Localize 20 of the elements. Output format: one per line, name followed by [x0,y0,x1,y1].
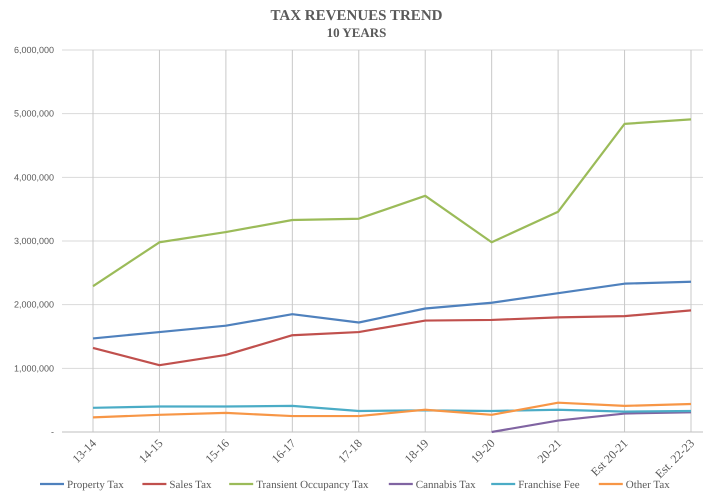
line-series [490,411,692,434]
line-series [92,280,692,340]
y-tick-label: 2,000,000 [14,300,54,310]
line-series [92,309,692,366]
legend-label: Cannabis Tax [416,479,476,491]
y-tick-label: 6,000,000 [14,45,54,55]
legend-label: Franchise Fee [518,479,580,491]
chart-subtitle: 10 YEARS [326,25,386,40]
y-tick-label: 4,000,000 [14,172,54,182]
chart-title: TAX REVENUES TREND [270,8,443,24]
y-tick-label: 5,000,000 [14,108,54,119]
y-tick-label: 3,000,000 [14,236,54,246]
legend-label: Property Tax [67,479,124,491]
line-series [92,402,692,418]
legend-label: Sales Tax [169,479,212,491]
legend-label: Transient Occupancy Tax [256,479,369,491]
y-tick-label: 1,000,000 [14,363,54,374]
y-tick-label: - [51,427,54,437]
line-series [92,118,692,288]
legend-label: Other Tax [626,479,670,491]
